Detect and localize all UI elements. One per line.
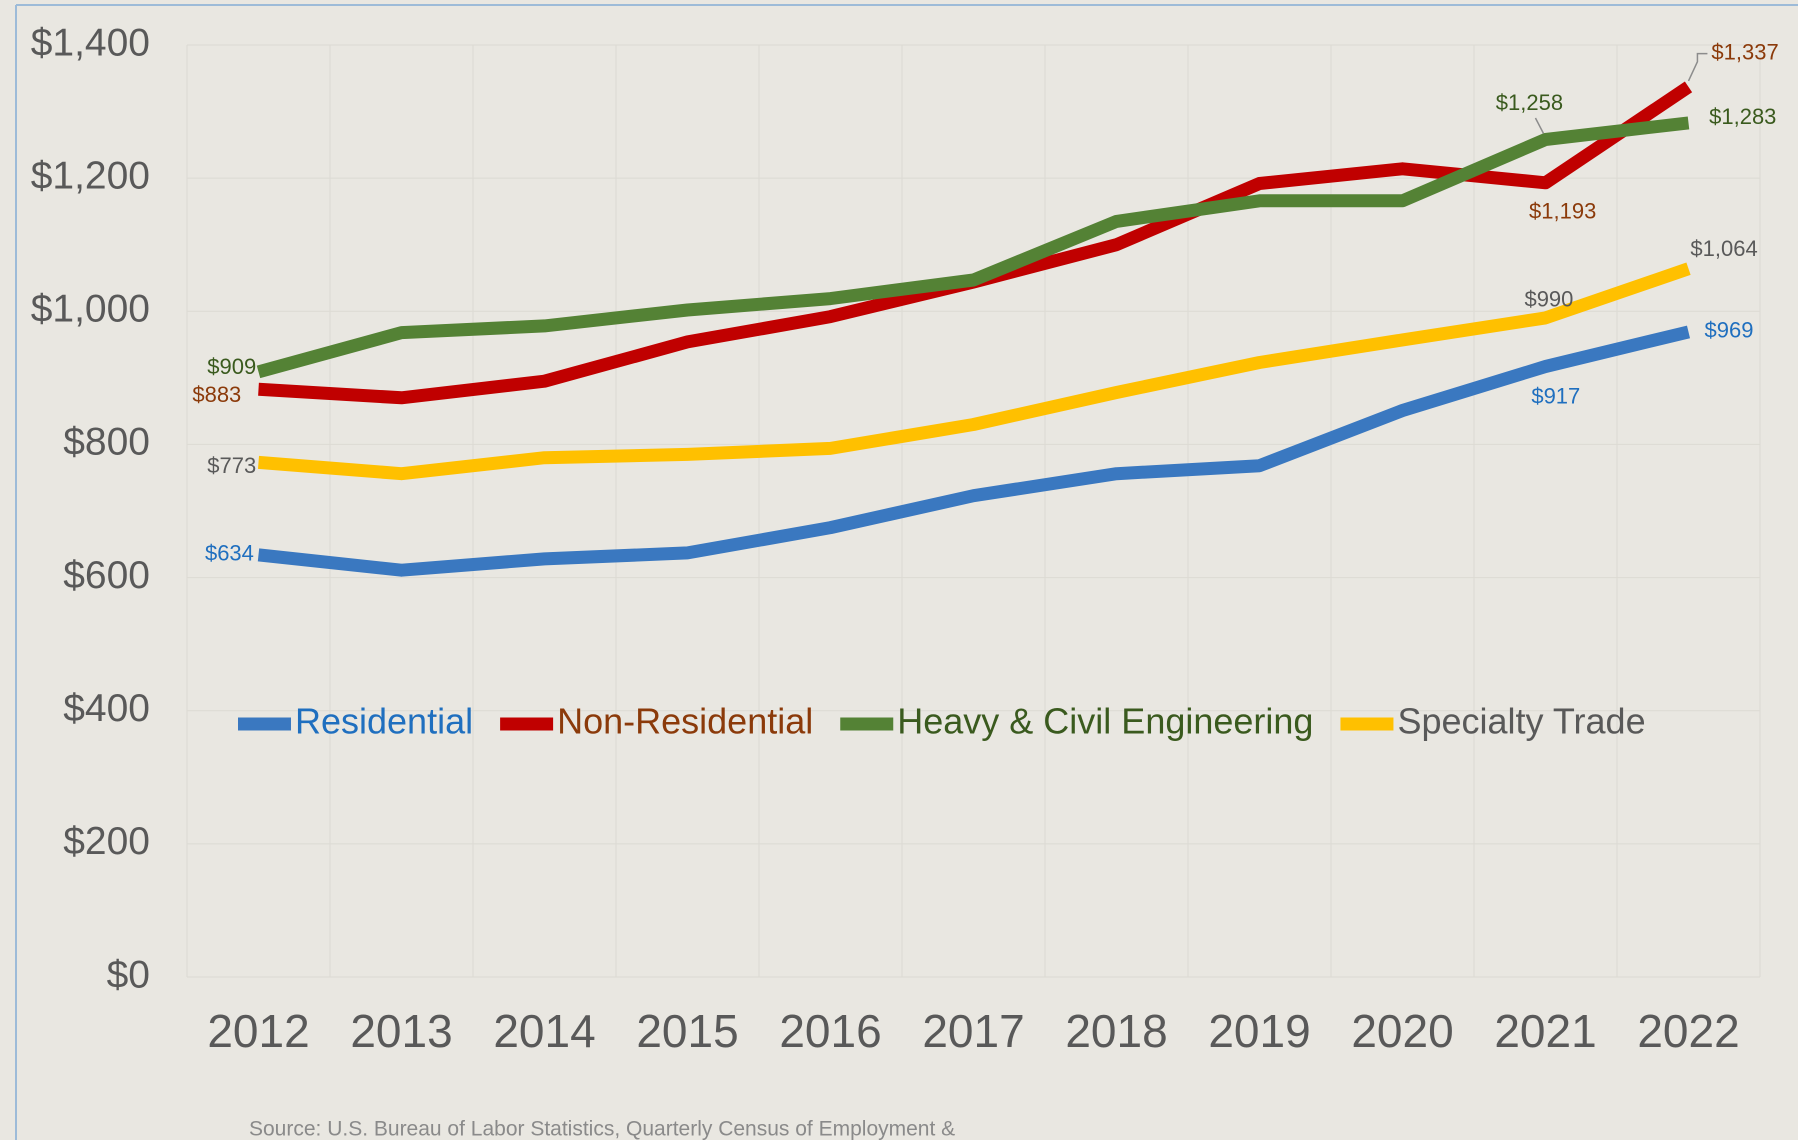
leader-line <box>1687 52 1708 82</box>
value-label: $883 <box>192 382 241 407</box>
series-line <box>256 116 1690 379</box>
y-tick-label: $800 <box>63 421 150 464</box>
value-label: $1,258 <box>1496 90 1563 115</box>
x-tick-label: 2017 <box>922 1005 1024 1057</box>
source-note: Source: U.S. Bureau of Labor Statistics,… <box>249 1118 955 1140</box>
value-label: $990 <box>1524 287 1573 312</box>
x-tick-label: 2015 <box>636 1005 738 1057</box>
value-label: $1,337 <box>1711 39 1778 64</box>
value-label: $969 <box>1705 318 1754 343</box>
x-tick-label: 2018 <box>1065 1005 1167 1057</box>
value-label: $1,064 <box>1690 236 1757 261</box>
x-tick-label: 2021 <box>1494 1005 1596 1057</box>
y-tick-label: $1,200 <box>31 154 150 197</box>
x-tick-label: 2014 <box>493 1005 595 1057</box>
y-tick-label: $1,000 <box>31 288 150 331</box>
x-tick-label: 2022 <box>1637 1005 1739 1057</box>
y-tick-label: $1,400 <box>31 21 150 64</box>
x-tick-label: 2019 <box>1208 1005 1310 1057</box>
value-label: $1,283 <box>1709 104 1776 129</box>
series-line <box>257 262 1691 481</box>
y-tick-label: $0 <box>107 953 150 996</box>
y-tick-label: $200 <box>63 820 150 863</box>
value-label: $773 <box>207 453 256 478</box>
series-line <box>257 325 1691 577</box>
x-tick-label: 2016 <box>779 1005 881 1057</box>
legend-label: Heavy & Civil Engineering <box>897 701 1313 742</box>
legend-label: Residential <box>295 701 473 742</box>
y-tick-label: $400 <box>63 687 150 730</box>
x-tick-label: 2012 <box>207 1005 309 1057</box>
y-tick-label: $600 <box>63 554 150 597</box>
value-label: $917 <box>1531 383 1580 408</box>
x-tick-label: 2020 <box>1351 1005 1453 1057</box>
legend-label: Specialty Trade <box>1397 701 1645 742</box>
legend-label: Non-Residential <box>557 701 813 742</box>
x-tick-label: 2013 <box>350 1005 452 1057</box>
leader-line <box>1534 117 1545 134</box>
value-label: $909 <box>207 354 256 379</box>
value-label: $634 <box>205 541 254 566</box>
value-label: $1,193 <box>1529 198 1596 223</box>
